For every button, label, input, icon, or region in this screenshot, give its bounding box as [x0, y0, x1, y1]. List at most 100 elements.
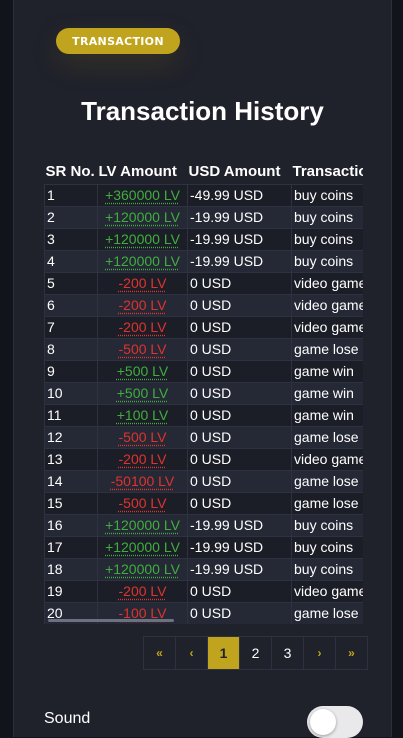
cell-sr-no: 9 [44, 359, 98, 383]
transaction-table-container[interactable]: SR No. LV Amount USD Amount Transaction … [44, 160, 363, 624]
cell-transaction: video game [291, 447, 363, 471]
cell-usd-amount: 0 USD [187, 381, 292, 405]
cell-sr-no: 4 [44, 249, 98, 273]
cell-sr-no: 17 [44, 535, 98, 559]
header-sr-no: SR No. [45, 163, 95, 181]
cell-sr-no: 8 [44, 337, 98, 361]
cell-lv-amount: +120000 LV [97, 513, 188, 537]
table-row: 15 -500 LV 0 USD game lose [44, 491, 363, 515]
cell-lv-amount: -50100 LV [97, 469, 188, 493]
table-row: 1 +360000 LV -49.99 USD buy coins [44, 183, 363, 207]
cell-lv-amount: -200 LV [97, 271, 188, 295]
cell-lv-amount: +360000 LV [97, 183, 188, 207]
table-row: 14 -50100 LV 0 USD game lose [44, 469, 363, 493]
cell-usd-amount: -19.99 USD [187, 227, 292, 251]
cell-usd-amount: 0 USD [187, 425, 292, 449]
cell-transaction: video game [291, 271, 363, 295]
cell-sr-no: 11 [44, 403, 98, 427]
cell-sr-no: 10 [44, 381, 98, 405]
cell-usd-amount: 0 USD [187, 293, 292, 317]
cell-transaction: video game [291, 315, 363, 339]
table-row: 4 +120000 LV -19.99 USD buy coins [44, 249, 363, 273]
cell-transaction: game lose [291, 425, 363, 449]
last-page-button[interactable]: » [335, 636, 368, 670]
cell-sr-no: 7 [44, 315, 98, 339]
cell-transaction: game win [291, 403, 363, 427]
cell-transaction: game win [291, 381, 363, 405]
sound-toggle-knob[interactable] [310, 709, 336, 735]
cell-usd-amount: 0 USD [187, 579, 292, 603]
table-row: 6 -200 LV 0 USD video game [44, 293, 363, 317]
cell-lv-amount: -200 LV [97, 579, 188, 603]
cell-usd-amount: 0 USD [187, 447, 292, 471]
next-page-button[interactable]: › [303, 636, 336, 670]
cell-sr-no: 13 [44, 447, 98, 471]
cell-usd-amount: -19.99 USD [187, 535, 292, 559]
page-button-3[interactable]: 3 [271, 636, 304, 670]
cell-usd-amount: -19.99 USD [187, 249, 292, 273]
first-page-button[interactable]: « [143, 636, 176, 670]
table-row: 16 +120000 LV -19.99 USD buy coins [44, 513, 363, 537]
table-header-row: SR No. LV Amount USD Amount Transaction [45, 160, 364, 184]
cell-usd-amount: -49.99 USD [187, 183, 292, 207]
cell-lv-amount: +500 LV [97, 359, 188, 383]
cell-transaction: buy coins [291, 535, 363, 559]
cell-lv-amount: +120000 LV [97, 535, 188, 559]
cell-usd-amount: 0 USD [187, 491, 292, 515]
table-row: 12 -500 LV 0 USD game lose [44, 425, 363, 449]
cell-lv-amount: -500 LV [97, 425, 188, 449]
cell-lv-amount: -500 LV [97, 337, 188, 361]
cell-usd-amount: 0 USD [187, 601, 292, 624]
header-transaction: Transaction [292, 163, 364, 181]
cell-transaction: game lose [291, 491, 363, 515]
table-row: 19 -200 LV 0 USD video game [44, 579, 363, 603]
cell-sr-no: 14 [44, 469, 98, 493]
cell-lv-amount: -200 LV [97, 447, 188, 471]
cell-transaction: buy coins [291, 227, 363, 251]
header-usd-amount: USD Amount [188, 163, 281, 181]
cell-lv-amount: +100 LV [97, 403, 188, 427]
cell-sr-no: 20 [44, 601, 98, 624]
table-row: 17 +120000 LV -19.99 USD buy coins [44, 535, 363, 559]
page-button-1[interactable]: 1 [207, 636, 240, 670]
cell-sr-no: 3 [44, 227, 98, 251]
cell-transaction: buy coins [291, 183, 363, 207]
cell-usd-amount: -19.99 USD [187, 205, 292, 229]
cell-lv-amount: +120000 LV [97, 227, 188, 251]
header-lv-amount: LV Amount [98, 163, 177, 181]
cell-lv-amount: +120000 LV [97, 249, 188, 273]
page-button-2[interactable]: 2 [239, 636, 272, 670]
cell-lv-amount: +120000 LV [97, 205, 188, 229]
cell-usd-amount: 0 USD [187, 469, 292, 493]
cell-sr-no: 2 [44, 205, 98, 229]
table-row: 18 +120000 LV -19.99 USD buy coins [44, 557, 363, 581]
table-row: 9 +500 LV 0 USD game win [44, 359, 363, 383]
cell-transaction: game lose [291, 469, 363, 493]
cell-usd-amount: 0 USD [187, 403, 292, 427]
cell-sr-no: 15 [44, 491, 98, 515]
cell-transaction: buy coins [291, 513, 363, 537]
table-row: 10 +500 LV 0 USD game win [44, 381, 363, 405]
cell-usd-amount: -19.99 USD [187, 513, 292, 537]
pagination: « ‹ 1 2 3 › » [143, 636, 368, 670]
sound-toggle[interactable] [307, 706, 363, 738]
table-row: 11 +100 LV 0 USD game win [44, 403, 363, 427]
cell-sr-no: 12 [44, 425, 98, 449]
cell-transaction: game win [291, 359, 363, 383]
horizontal-scrollbar[interactable] [48, 619, 174, 622]
sound-label: Sound [44, 710, 91, 727]
cell-transaction: buy coins [291, 557, 363, 581]
cell-lv-amount: +120000 LV [97, 557, 188, 581]
transaction-table: SR No. LV Amount USD Amount Transaction … [44, 160, 363, 624]
cell-lv-amount: -200 LV [97, 293, 188, 317]
cell-transaction: buy coins [291, 205, 363, 229]
prev-page-button[interactable]: ‹ [175, 636, 208, 670]
table-row: 8 -500 LV 0 USD game lose [44, 337, 363, 361]
table-row: 2 +120000 LV -19.99 USD buy coins [44, 205, 363, 229]
cell-sr-no: 1 [44, 183, 98, 207]
cell-usd-amount: 0 USD [187, 359, 292, 383]
table-row: 3 +120000 LV -19.99 USD buy coins [44, 227, 363, 251]
table-row: 20 -100 LV 0 USD game lose [44, 601, 363, 624]
cell-lv-amount: -500 LV [97, 491, 188, 515]
cell-sr-no: 18 [44, 557, 98, 581]
